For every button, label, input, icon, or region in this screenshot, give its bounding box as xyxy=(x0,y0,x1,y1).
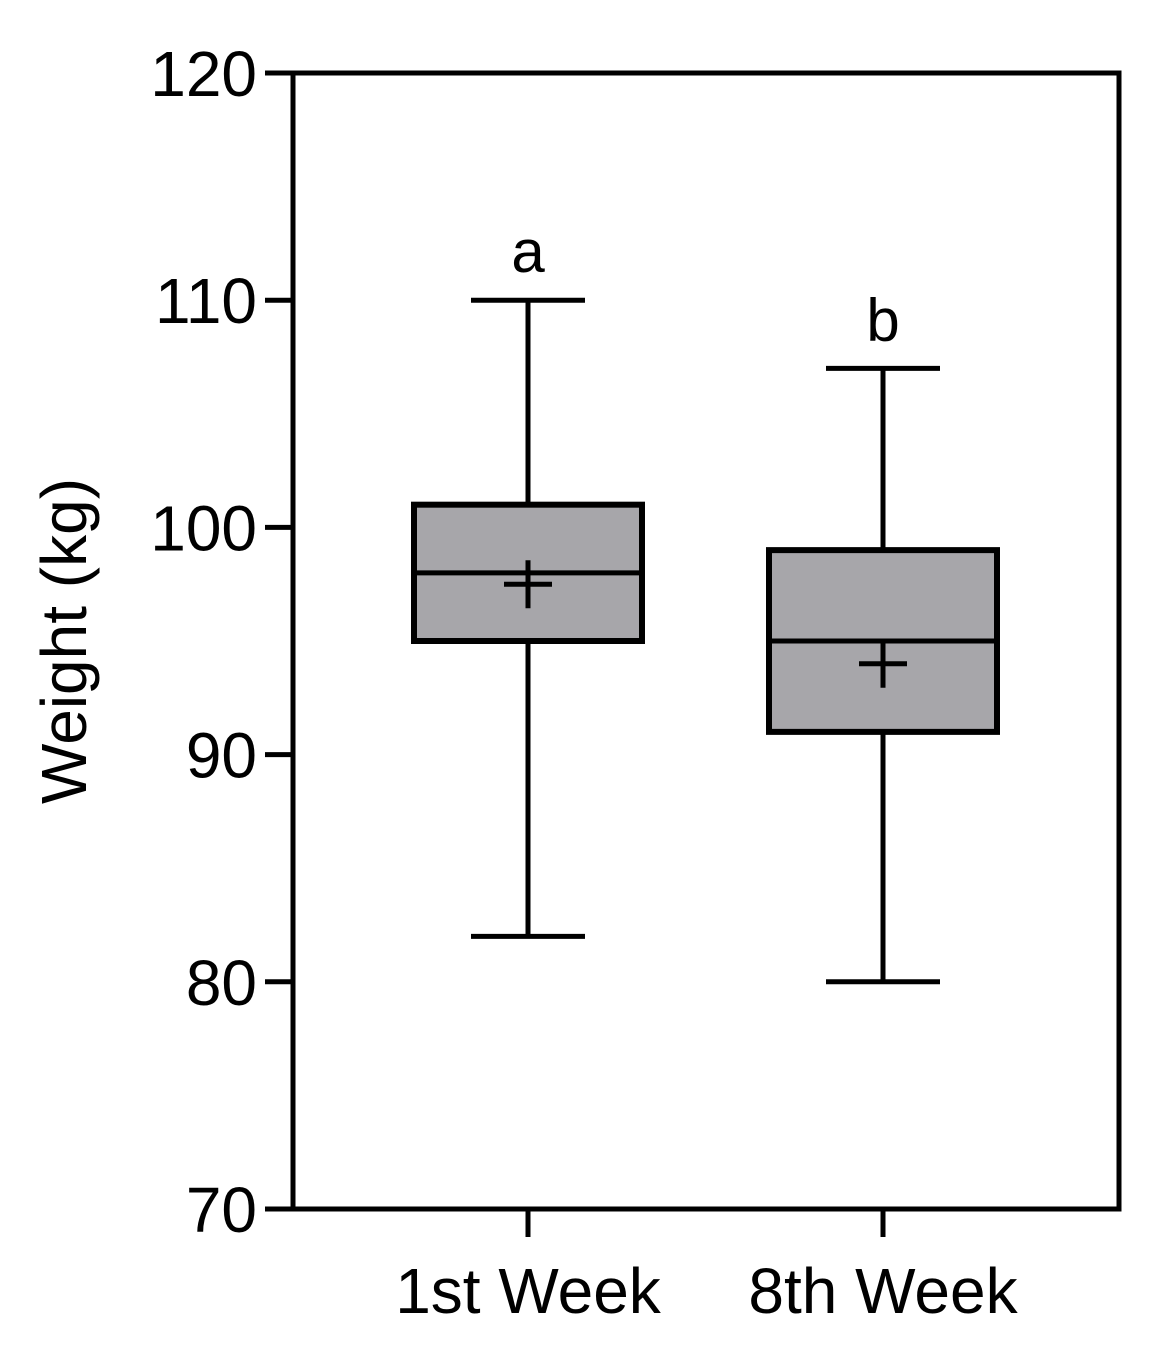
significance-label: b xyxy=(866,286,899,353)
y-tick-label: 110 xyxy=(155,265,257,337)
x-category-label: 1st Week xyxy=(395,1255,662,1327)
y-axis-label: Weight (kg) xyxy=(28,478,100,804)
y-tick-label: 90 xyxy=(186,720,257,792)
box-1: a xyxy=(411,218,645,939)
boxes: ab xyxy=(411,218,1000,985)
y-tick-label: 70 xyxy=(186,1174,257,1246)
significance-label: a xyxy=(511,218,545,285)
y-tick-label: 80 xyxy=(186,947,257,1019)
x-category-label: 8th Week xyxy=(748,1255,1018,1327)
x-axis: 1st Week 8th Week xyxy=(395,1209,1019,1327)
y-tick-label: 120 xyxy=(150,38,257,110)
box-2: b xyxy=(766,286,1000,985)
plot-frame xyxy=(290,70,1122,1212)
y-tick-label: 100 xyxy=(150,492,257,564)
y-axis: 70 80 90 100 110 120 xyxy=(150,38,293,1246)
